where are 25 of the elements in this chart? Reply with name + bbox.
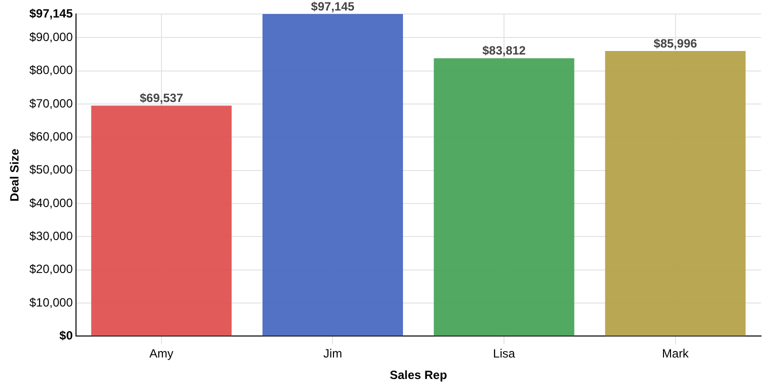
bar [605, 50, 746, 336]
x-tick-label: Amy [149, 346, 174, 361]
bar [91, 106, 232, 336]
x-tick-label: Jim [323, 346, 342, 361]
y-tick-label: $50,000 [29, 162, 74, 177]
bar [434, 58, 574, 336]
x-tick-label: Lisa [493, 346, 516, 361]
data-label: $97,145 [311, 0, 355, 14]
y-axis-title: Deal Size [8, 148, 22, 202]
y-tick-label: $70,000 [29, 96, 74, 110]
data-label: $83,812 [482, 44, 526, 58]
y-tick-label: $30,000 [29, 229, 74, 244]
x-tick-label: Mark [662, 346, 690, 361]
y-tick-label: $20,000 [29, 262, 74, 276]
y-tick-label: $90,000 [29, 30, 74, 44]
y-tick-label: $97,145 [29, 6, 74, 20]
y-tick-label: $80,000 [29, 63, 74, 78]
y-tick-label: $60,000 [29, 130, 74, 144]
y-tick-label: $0 [59, 328, 74, 343]
data-label: $69,537 [140, 90, 184, 105]
y-tick-label: $10,000 [29, 295, 74, 310]
data-label: $85,996 [654, 36, 698, 50]
bar [262, 14, 403, 336]
y-tick-label: $40,000 [29, 196, 74, 210]
x-axis-title: Sales Rep [390, 368, 448, 382]
